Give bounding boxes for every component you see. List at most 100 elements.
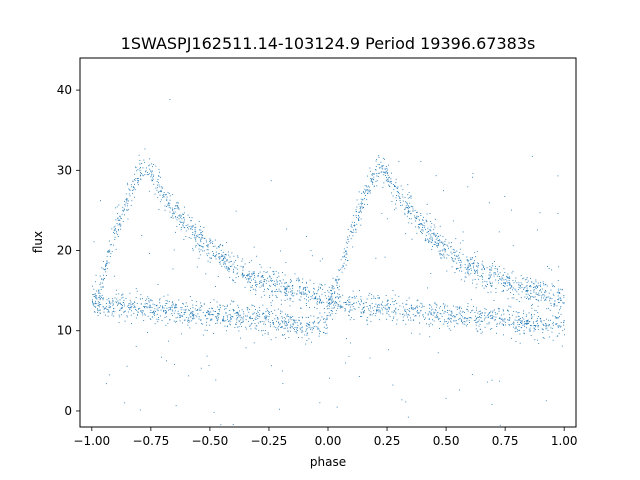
data-point xyxy=(146,298,148,300)
data-point xyxy=(254,276,256,278)
data-point xyxy=(134,196,135,198)
data-point xyxy=(140,294,142,296)
data-point xyxy=(441,250,443,252)
data-point xyxy=(102,268,104,270)
data-point xyxy=(174,363,175,365)
data-point xyxy=(337,305,339,307)
data-point xyxy=(420,310,421,312)
data-point xyxy=(433,313,435,315)
data-point xyxy=(313,321,315,323)
data-point xyxy=(389,180,391,182)
data-point xyxy=(298,317,300,318)
data-point xyxy=(178,215,180,216)
data-point xyxy=(372,178,374,180)
data-point xyxy=(144,174,146,176)
data-point xyxy=(520,285,521,287)
data-point xyxy=(520,275,522,277)
data-point xyxy=(101,282,103,284)
data-point xyxy=(528,329,530,331)
data-point xyxy=(94,311,96,312)
data-point xyxy=(357,218,359,219)
data-point xyxy=(167,205,169,207)
data-point xyxy=(327,304,329,306)
data-point xyxy=(251,275,252,277)
data-point xyxy=(222,319,223,321)
data-point xyxy=(175,231,176,233)
data-point xyxy=(380,171,382,173)
data-point xyxy=(223,320,224,322)
data-point xyxy=(535,321,537,322)
data-point xyxy=(175,321,176,323)
data-point xyxy=(332,286,334,288)
data-point xyxy=(382,168,384,170)
data-point xyxy=(319,301,321,303)
data-point xyxy=(209,238,211,240)
data-point xyxy=(443,253,445,255)
data-point xyxy=(337,307,339,309)
data-point xyxy=(235,259,237,261)
data-point xyxy=(412,206,414,208)
data-point xyxy=(548,292,550,294)
data-point xyxy=(280,250,281,252)
data-point xyxy=(391,320,393,321)
data-point xyxy=(487,314,488,316)
data-point xyxy=(429,304,431,305)
data-point xyxy=(253,342,255,344)
data-point xyxy=(140,310,141,312)
data-point xyxy=(275,314,277,316)
data-point xyxy=(542,328,544,330)
data-point xyxy=(432,237,433,239)
data-point xyxy=(428,229,430,231)
data-point xyxy=(348,241,350,243)
data-point xyxy=(200,319,202,321)
data-point xyxy=(300,308,302,309)
data-point xyxy=(245,277,246,279)
data-point xyxy=(484,280,486,282)
data-point xyxy=(520,321,522,322)
data-point xyxy=(114,229,116,231)
data-point xyxy=(96,290,98,292)
data-point xyxy=(157,197,159,199)
data-point xyxy=(407,316,408,318)
data-point xyxy=(293,295,295,297)
data-point xyxy=(242,318,244,320)
data-point xyxy=(382,165,384,167)
data-point xyxy=(436,242,438,244)
x-tick-label: −1.00 xyxy=(73,434,110,448)
x-axis-ticks: −1.00 −0.75 −0.50 −0.25 0.00 0.25 0.50 0.75 1.00 xyxy=(73,427,578,448)
data-point xyxy=(533,288,535,290)
data-point xyxy=(425,238,426,240)
data-point xyxy=(450,314,452,316)
data-point xyxy=(252,274,254,276)
data-point xyxy=(416,218,418,219)
data-point xyxy=(489,269,491,271)
data-point xyxy=(392,195,394,197)
data-point xyxy=(412,319,414,321)
data-point xyxy=(235,324,237,325)
data-point xyxy=(478,263,479,265)
data-point xyxy=(92,301,93,303)
data-point xyxy=(305,292,307,294)
data-point xyxy=(434,242,436,243)
data-point xyxy=(527,323,528,324)
data-point xyxy=(386,179,388,181)
x-tick-label: 1.00 xyxy=(551,434,578,448)
data-point xyxy=(464,317,466,319)
data-point xyxy=(503,325,504,326)
data-point xyxy=(291,285,293,287)
data-point xyxy=(407,313,409,315)
data-point xyxy=(124,214,125,216)
data-point xyxy=(486,381,488,383)
data-point xyxy=(499,321,501,323)
data-point xyxy=(496,268,498,270)
data-point xyxy=(280,290,281,292)
data-point xyxy=(515,277,517,279)
data-point xyxy=(100,286,102,288)
data-point xyxy=(183,217,185,219)
data-point xyxy=(123,300,125,301)
data-point xyxy=(420,223,421,225)
data-point xyxy=(332,285,334,287)
data-point xyxy=(360,301,362,303)
data-point xyxy=(555,323,556,325)
data-point xyxy=(543,337,545,339)
